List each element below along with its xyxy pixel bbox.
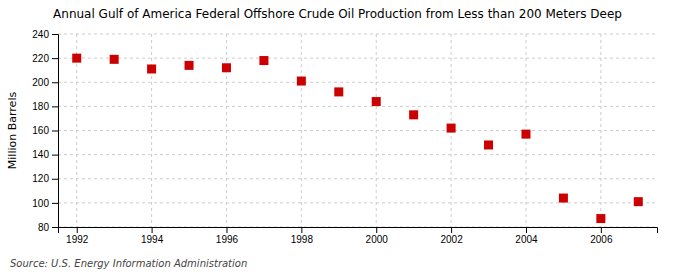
tick: 2002 [440,227,463,245]
tick: 180 [32,101,58,112]
grid-line-y [58,82,657,83]
tick-mark [52,82,58,83]
tick-mark [52,155,58,156]
tick: 140 [32,149,58,160]
point [521,130,530,139]
tick-label: 240 [32,29,49,40]
x-axis: 1992 1994 1996 1998 2000 2002 2004 2006 [59,227,658,245]
tick: 1998 [291,227,314,245]
tick-label: 1994 [141,234,164,245]
point [222,63,231,72]
tick: 120 [32,173,58,184]
axis-line [59,228,658,234]
tick-mark [52,58,58,59]
tick: 1992 [66,227,89,245]
grid [58,34,657,227]
point [72,54,81,63]
tick: 2000 [366,227,389,245]
point [596,214,605,223]
grid-line-y [58,106,657,107]
tick: 160 [32,125,58,136]
tick-label: 140 [32,149,49,160]
point [259,56,268,65]
tick-mark [526,227,527,233]
tick: 2006 [590,227,613,245]
point [559,194,568,203]
tick-label: 1998 [291,234,314,245]
axis-line [52,35,59,228]
title: Annual Gulf of America Federal Offshore … [53,7,622,21]
source: Source: U.S. Energy Information Administ… [10,258,247,269]
point [447,124,456,133]
chart: 1992 1994 1996 1998 2000 2002 2004 2006 80 100 120… [0,0,675,275]
tick: 2004 [515,227,538,245]
point [484,140,493,149]
tick-label: 1992 [66,234,89,245]
point [185,61,194,70]
tick-label: 2002 [440,234,463,245]
tick-label: 80 [38,222,50,233]
tick-mark [451,227,452,233]
tick-label: 120 [32,173,49,184]
tick-mark [52,203,58,204]
tick: 240 [32,29,58,40]
tick-label: 2006 [590,234,613,245]
tick-label: 2000 [366,234,389,245]
y-axis: 80 100 120 140 160 180 200 220 240 [32,29,58,233]
grid-line-x [151,34,152,227]
tick-mark [301,227,302,233]
tick: 1996 [216,227,239,245]
grid-line-y [58,34,657,35]
tick-mark [376,227,377,233]
point [297,77,306,86]
tick-mark [52,179,58,180]
grid-line-y [58,130,657,131]
point [634,197,643,206]
tick-label: 180 [32,101,49,112]
points [72,54,643,223]
tick-mark [52,34,58,35]
point [372,97,381,106]
tick-mark [152,227,153,233]
grid-line-y [58,178,657,179]
tick-mark [52,131,58,132]
tick-label: 200 [32,77,49,88]
tick: 200 [32,77,58,88]
point [110,55,119,64]
tick: 220 [32,53,58,64]
point [334,87,343,96]
plot-area: 1992 1994 1996 1998 2000 2002 2004 2006 80 100 120… [32,29,657,245]
point [147,64,156,73]
tick: 100 [32,198,58,209]
tick-label: 160 [32,125,49,136]
tick-label: 2004 [515,234,538,245]
y-axis-title: Million Barrels [6,92,19,170]
grid-line-y [58,154,657,155]
tick-mark [52,227,58,228]
tick: 1994 [141,227,164,245]
tick-mark [77,227,78,233]
grid-line-y [58,58,657,59]
tick-label: 220 [32,53,49,64]
tick-label: 1996 [216,234,239,245]
tick-mark [52,106,58,107]
tick-mark [601,227,602,233]
point [409,110,418,119]
tick: 80 [38,222,58,233]
tick-label: 100 [32,198,49,209]
tick-mark [226,227,227,233]
